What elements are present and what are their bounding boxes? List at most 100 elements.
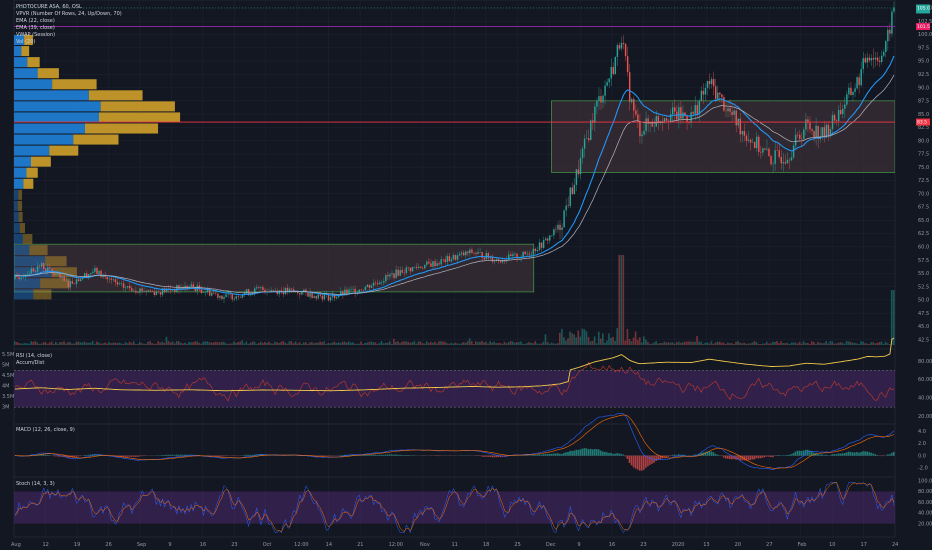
candle-body — [374, 282, 377, 284]
volume-profile-down — [37, 68, 59, 79]
svg-text:83.5: 83.5 — [917, 120, 927, 126]
macd-hist-bar — [722, 455, 725, 458]
volume-bar — [823, 343, 825, 345]
volume-bar — [134, 343, 137, 345]
volume-bar — [792, 342, 795, 345]
macd-hist-bar — [802, 450, 805, 456]
volume-bars — [14, 255, 895, 345]
volume-bar — [724, 343, 727, 345]
time-tick-label: 12:00 — [294, 542, 308, 548]
macd-hist-bar — [665, 455, 668, 458]
macd-hist-bar — [575, 449, 578, 456]
macd-hist-bar — [675, 454, 678, 456]
macd-hist-bar — [77, 455, 80, 457]
candle-body — [393, 273, 395, 278]
candle-body — [366, 284, 369, 288]
volume-bar — [518, 342, 520, 345]
macd-panel[interactable] — [14, 413, 895, 471]
accum-dist-line — [14, 337, 895, 392]
macd-hist-bar — [493, 455, 496, 458]
macd-hist-bar — [683, 454, 686, 456]
volume-bar — [393, 338, 395, 345]
volume-bar — [667, 342, 670, 345]
candle-body — [661, 120, 664, 122]
price-tick-label: 95.0 — [918, 59, 929, 65]
volume-bar — [411, 342, 414, 345]
volume-bar — [757, 343, 760, 345]
macd-hist-bar — [753, 455, 756, 460]
macd-hist-bar — [620, 453, 623, 456]
volume-bar — [370, 341, 373, 345]
candle-body — [335, 297, 338, 299]
volume-bar — [102, 343, 104, 345]
macd-hist-bar — [806, 449, 809, 456]
candle-body — [889, 29, 891, 34]
volume-bar — [542, 341, 545, 345]
volume-profile-down — [21, 46, 30, 57]
volume-bar — [837, 342, 840, 345]
volume-bar — [747, 343, 750, 345]
volume-bar — [190, 342, 192, 345]
macd-hist-bar — [214, 455, 217, 457]
volume-bar — [341, 341, 344, 345]
volume-bar — [692, 341, 694, 345]
macd-hist-bar — [761, 455, 764, 458]
candle-body — [790, 157, 793, 161]
volume-profile-down — [52, 79, 97, 90]
candle-body — [739, 118, 742, 135]
rsi-panel[interactable] — [14, 337, 895, 408]
macd-hist-bar — [540, 454, 543, 456]
volume-bar — [220, 341, 223, 345]
macd-hist-bar — [321, 455, 323, 457]
candle-body — [297, 290, 299, 294]
volume-profile-up — [14, 68, 38, 79]
volume-bar — [247, 343, 250, 345]
volume-bar — [802, 341, 805, 345]
candle-body — [467, 251, 469, 254]
candle-body — [684, 112, 686, 116]
time-axis[interactable]: Aug 12 19 26 Sep 9 16 23 Oct 12:00 14 21 12:00 Nov 11 1… — [11, 542, 898, 548]
volume-bar — [528, 341, 530, 345]
volume-bar — [300, 343, 303, 345]
volume-bar — [491, 342, 494, 345]
volume-bar — [620, 255, 623, 345]
macd-hist-bar — [854, 452, 856, 456]
macd-hist-bar — [136, 455, 139, 457]
volume-profile-down — [23, 178, 34, 189]
candle-body — [526, 253, 528, 255]
candle-body — [45, 268, 47, 272]
volume-bar — [886, 343, 889, 345]
macd-hist-bar — [186, 454, 188, 456]
volume-bar — [731, 343, 733, 345]
candle-body — [799, 134, 801, 139]
price-axis[interactable]: 42.5 45.0 47.5 50.0 52.5 55.0 57.5 60.0 62.5 65.0… — [2, 6, 932, 528]
volume-bar — [399, 343, 401, 345]
volume-bar — [268, 341, 270, 345]
time-tick-label: Nov — [420, 542, 430, 548]
candle-body — [463, 252, 465, 256]
candle-body — [766, 148, 768, 150]
stoch-panel[interactable] — [14, 476, 895, 534]
candle-body — [483, 257, 485, 260]
volume-bar — [311, 341, 313, 345]
volume-bar — [460, 343, 463, 345]
volume-bar — [866, 343, 868, 345]
volume-bar — [98, 342, 100, 345]
volume-bar — [415, 343, 418, 345]
macd-hist-bar — [182, 454, 184, 456]
volume-bar — [214, 341, 217, 345]
volume-bar — [540, 343, 543, 345]
volume-bar — [288, 341, 291, 345]
volume-bar — [245, 341, 248, 345]
volume-bar — [612, 336, 614, 345]
volume-bar — [306, 343, 309, 345]
volume-bar — [216, 342, 219, 345]
macd-hist-bar — [130, 455, 133, 457]
macd-tick-label: 0.0 — [918, 453, 926, 459]
volume-bar — [800, 343, 803, 345]
time-tick-label: 20 — [735, 542, 741, 548]
macd-hist-bar — [604, 451, 606, 456]
macd-hist-bar — [569, 450, 571, 456]
accum-tick-label: 4.5M — [2, 373, 14, 379]
